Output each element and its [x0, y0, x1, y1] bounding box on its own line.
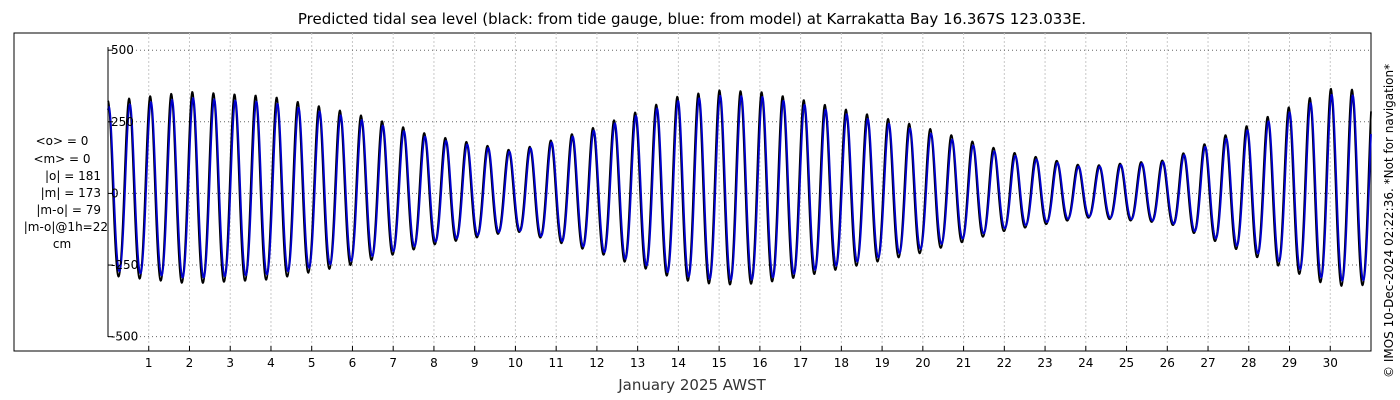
stat-line: |m| = 173	[41, 186, 101, 200]
series-line-from-tide-gauge	[107, 87, 1372, 287]
x-tick-label: 4	[267, 356, 275, 370]
stat-line: |m-o| = 79	[36, 203, 101, 217]
stat-line: |o| = 181	[45, 169, 101, 183]
x-tick-label: 26	[1160, 356, 1175, 370]
x-tick-label: 12	[589, 356, 604, 370]
x-tick-label: 9	[471, 356, 479, 370]
x-tick-label: 20	[915, 356, 930, 370]
y-tick-label: 250	[111, 115, 134, 129]
x-tick-label: 25	[1119, 356, 1134, 370]
credit-text: © IMOS 10-Dec-2024 02:22:36. *Not for na…	[1382, 64, 1396, 378]
x-tick-label: 30	[1323, 356, 1338, 370]
y-tick-label: 500	[111, 43, 134, 57]
x-tick-label: 3	[226, 356, 234, 370]
x-tick-label: 11	[549, 356, 564, 370]
x-tick-label: 8	[430, 356, 438, 370]
x-tick-label: 28	[1241, 356, 1256, 370]
x-tick-label: 10	[508, 356, 523, 370]
x-axis-label: January 2025 AWST	[617, 376, 766, 394]
x-tick-label: 21	[956, 356, 971, 370]
grid	[108, 33, 1371, 351]
y-tick-label: 0	[111, 186, 119, 200]
x-tick-label: 19	[874, 356, 889, 370]
x-tick-label: 6	[349, 356, 357, 370]
x-tick-label: 18	[834, 356, 849, 370]
x-tick-label: 23	[1037, 356, 1052, 370]
stat-line: <m> = 0	[33, 152, 90, 166]
y-tick-label: -250	[111, 258, 138, 272]
chart-title: Predicted tidal sea level (black: from t…	[298, 10, 1086, 28]
stat-line: <o> = 0	[36, 134, 89, 148]
stats-box: <o> = 0 <m> = 0 |o| = 181 |m| = 173 |m-o…	[24, 134, 108, 251]
x-tick-label: 14	[671, 356, 686, 370]
y-tick-label: -500	[111, 330, 138, 344]
x-tick-label: 24	[1078, 356, 1093, 370]
series-line-from-model	[107, 93, 1372, 282]
x-tick-label: 22	[997, 356, 1012, 370]
series-lines	[107, 87, 1372, 287]
x-tick-label: 1	[145, 356, 153, 370]
x-tick-label: 7	[389, 356, 397, 370]
x-tick-label: 5	[308, 356, 316, 370]
x-tick-label: 27	[1200, 356, 1215, 370]
x-tick-label: 2	[186, 356, 194, 370]
x-tick-label: 13	[630, 356, 645, 370]
stat-line: cm	[53, 237, 71, 251]
x-tick-label: 15	[711, 356, 726, 370]
stat-line: |m-o|@1h=22	[24, 220, 108, 234]
outer-frame	[13, 32, 1372, 352]
x-tick-label: 29	[1282, 356, 1297, 370]
x-tick-label: 16	[752, 356, 767, 370]
x-tick-label: 17	[793, 356, 808, 370]
axes: 1 2 3 4 5 6 7 8 9 10 11 12 13 14 15 16 17 18 19 20 21 22 23 24 2…	[107, 43, 1338, 370]
